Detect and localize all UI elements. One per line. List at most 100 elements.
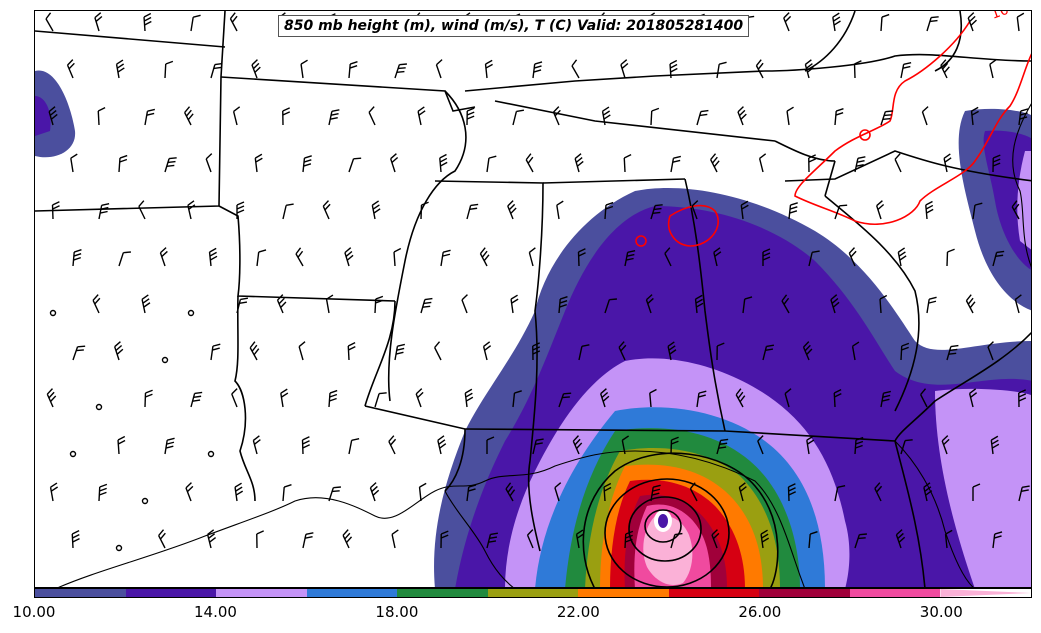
- wind-barb: [394, 63, 407, 79]
- wind-barb: [894, 153, 902, 173]
- wind-barb: [806, 435, 815, 455]
- wind-barb: [623, 154, 632, 173]
- wind-barb: [236, 297, 249, 314]
- map-canvas: 10: [35, 11, 1031, 587]
- wind-barb: [941, 435, 950, 455]
- wind-barb: [670, 436, 679, 455]
- wind-barb: [784, 388, 792, 408]
- wind-barb: [667, 341, 677, 361]
- wind-barb: [900, 439, 913, 455]
- wind-barb: [601, 106, 611, 126]
- wind-barb: [558, 392, 572, 408]
- wind-barb: [393, 247, 402, 267]
- wind-barb: [621, 435, 630, 455]
- political-borders: [35, 11, 1031, 587]
- wind-barb: [466, 107, 475, 126]
- wind-barb: [394, 343, 406, 361]
- wind-barb: [1016, 12, 1025, 32]
- wind-barb: [282, 484, 292, 502]
- wind-barb: [486, 155, 497, 173]
- wind-barb: [990, 435, 1000, 455]
- wind-barb: [348, 61, 358, 79]
- wind-barb: [440, 530, 449, 549]
- wind-barb: [282, 107, 291, 126]
- wind-barb: [158, 529, 166, 549]
- wind-barb: [879, 294, 888, 314]
- wind-barb: [854, 156, 866, 173]
- wind-barb: [484, 59, 493, 79]
- map-plot: 10: [34, 10, 1032, 588]
- wind-barb: [940, 59, 950, 79]
- wind-barb: [390, 153, 399, 173]
- wind-barb: [144, 389, 153, 408]
- wind-barb: [295, 247, 304, 267]
- wind-barb: [972, 202, 983, 220]
- wind-barb: [624, 530, 634, 549]
- colorbar-tick-label: 22.00: [556, 603, 600, 621]
- wind-barb: [874, 482, 883, 502]
- wind-barb: [344, 247, 354, 267]
- wind-barb: [440, 249, 451, 267]
- wind-barb: [479, 247, 490, 267]
- colorbar-segment: [487, 589, 579, 597]
- wind-barb: [374, 295, 384, 314]
- wind-barb: [371, 200, 381, 220]
- wind-barb: [900, 61, 912, 79]
- calm-wind-marker: [187, 309, 195, 317]
- wind-barb: [740, 200, 749, 220]
- wind-barb: [854, 533, 867, 549]
- wind-barb: [190, 391, 203, 408]
- colorbar-tick-label: 10.00: [12, 603, 56, 621]
- wind-barb: [925, 200, 934, 220]
- wind-barb: [650, 204, 663, 220]
- wind-barb: [696, 109, 709, 126]
- wind-barb: [280, 388, 289, 408]
- wind-barb: [138, 200, 146, 220]
- wind-barb: [461, 294, 468, 314]
- wind-barb: [512, 390, 522, 408]
- calm-wind-marker: [115, 544, 123, 552]
- calm-wind-marker: [95, 403, 103, 411]
- wind-barb: [992, 531, 1003, 549]
- wind-barb: [415, 388, 424, 408]
- wind-speed-shading: [35, 70, 1031, 587]
- wind-barb: [620, 59, 629, 79]
- wind-barb: [205, 153, 213, 173]
- wind-barb: [738, 482, 747, 502]
- wind-barb: [786, 106, 794, 126]
- wind-barb: [737, 106, 747, 126]
- wind-barb: [851, 341, 860, 361]
- wind-barb: [558, 296, 568, 314]
- wind-barb: [848, 247, 857, 267]
- wind-barb: [374, 392, 387, 408]
- wind-barb: [231, 388, 238, 408]
- wind-barb: [944, 529, 953, 549]
- wind-barb: [735, 388, 746, 408]
- colorbar-segment: [578, 589, 669, 597]
- wind-barb: [114, 341, 124, 361]
- wind-barb: [300, 59, 308, 79]
- wind-barb: [347, 342, 356, 361]
- wind-barb: [900, 342, 910, 361]
- wind-barb: [758, 153, 767, 173]
- temperature-contours: [635, 20, 1031, 247]
- wind-barb: [92, 294, 101, 314]
- wind-barb: [710, 153, 720, 173]
- wind-barb: [853, 60, 862, 79]
- wind-barb: [967, 12, 977, 32]
- wind-barb: [556, 200, 564, 220]
- wind-barb: [302, 532, 314, 549]
- wind-barb: [368, 106, 376, 126]
- wind-barb: [187, 200, 196, 220]
- wind-barb: [649, 388, 657, 408]
- wind-barb: [1018, 485, 1030, 502]
- wind-barb: [572, 435, 583, 455]
- coastline: [58, 103, 1031, 587]
- wind-barb: [804, 59, 814, 79]
- colorbar-segment: [216, 589, 307, 597]
- wind-barb: [554, 482, 562, 502]
- wind-barb: [694, 294, 704, 314]
- wind-barb: [206, 529, 217, 549]
- wind-barb: [482, 341, 492, 361]
- wind-barb: [808, 531, 818, 549]
